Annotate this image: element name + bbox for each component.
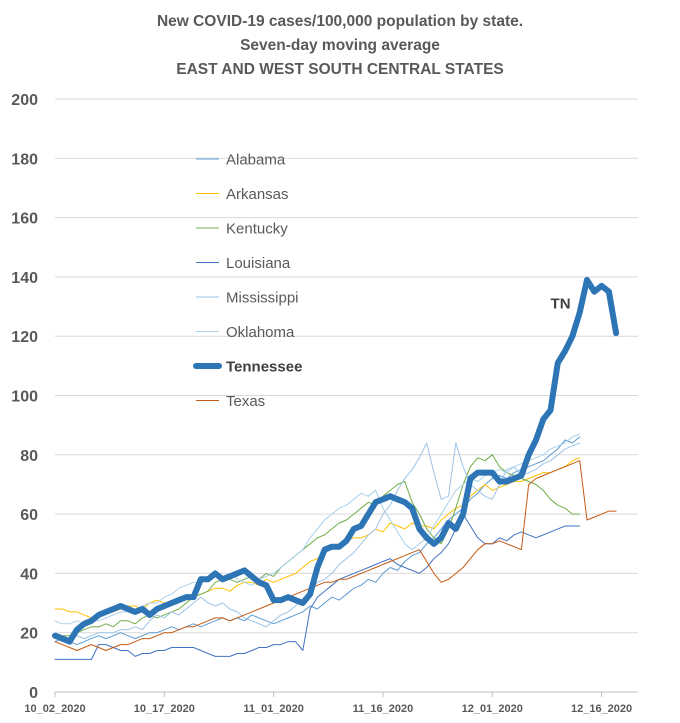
gridlines: [55, 98, 638, 634]
legend-label-oklahoma: Oklahoma: [226, 324, 295, 341]
chart-title-line-2: Seven-day moving average: [240, 37, 440, 54]
series-line-texas: [54, 460, 617, 651]
y-tick-label-120: 120: [11, 329, 38, 346]
series-line-alabama: [54, 436, 581, 646]
y-tick-label-160: 160: [11, 211, 38, 228]
legend-label-alabama: Alabama: [226, 152, 286, 169]
legend-label-tennessee: Tennessee: [226, 359, 302, 376]
series-line-kentucky: [54, 454, 581, 640]
legend-label-mississippi: Mississippi: [226, 290, 299, 307]
series-lines: [52, 276, 620, 660]
y-tick-label-40: 40: [20, 566, 38, 583]
x-tick-label-4: 12_01_2020: [462, 703, 523, 715]
y-tick-label-60: 60: [20, 507, 38, 524]
y-tick-label-180: 180: [11, 151, 38, 168]
legend-label-texas: Texas: [226, 393, 265, 410]
x-tick-label-1: 10_17_2020: [134, 703, 195, 715]
chart-title-line-1: New COVID-19 cases/100,000 population by…: [157, 13, 523, 30]
x-tick-label-5: 12_16_2020: [571, 703, 632, 715]
y-tick-label-20: 20: [20, 626, 38, 643]
x-tick-label-3: 11_16_2020: [353, 703, 414, 715]
y-tick-label-100: 100: [11, 389, 38, 406]
legend-label-louisiana: Louisiana: [226, 255, 291, 272]
legend-label-arkansas: Arkansas: [226, 186, 289, 203]
y-tick-label-0: 0: [29, 685, 38, 702]
x-tick-label-0: 10_02_2020: [24, 703, 85, 715]
x-tick-label-2: 11_01_2020: [243, 703, 304, 715]
series-line-mississippi: [54, 442, 581, 640]
y-tick-label-80: 80: [20, 448, 38, 465]
x-axis-ticks: 10_02_2020 10_17_2020 11_01_2020 11_16_2020…: [24, 692, 632, 715]
legend-label-kentucky: Kentucky: [226, 221, 288, 238]
y-axis-ticks: 0 20 40 60 80 100 120 140 160 180 200: [11, 92, 38, 702]
y-tick-label-200: 200: [11, 92, 38, 109]
y-tick-label-140: 140: [11, 270, 38, 287]
legend: Alabama Arkansas Kentucky Louisiana Mississi…: [193, 152, 302, 410]
annotation-label-0: TN: [551, 296, 571, 313]
chart-title-line-3: EAST AND WEST SOUTH CENTRAL STATES: [176, 61, 504, 78]
series-line-tennessee: [52, 276, 620, 645]
annotations: TN: [551, 296, 571, 313]
